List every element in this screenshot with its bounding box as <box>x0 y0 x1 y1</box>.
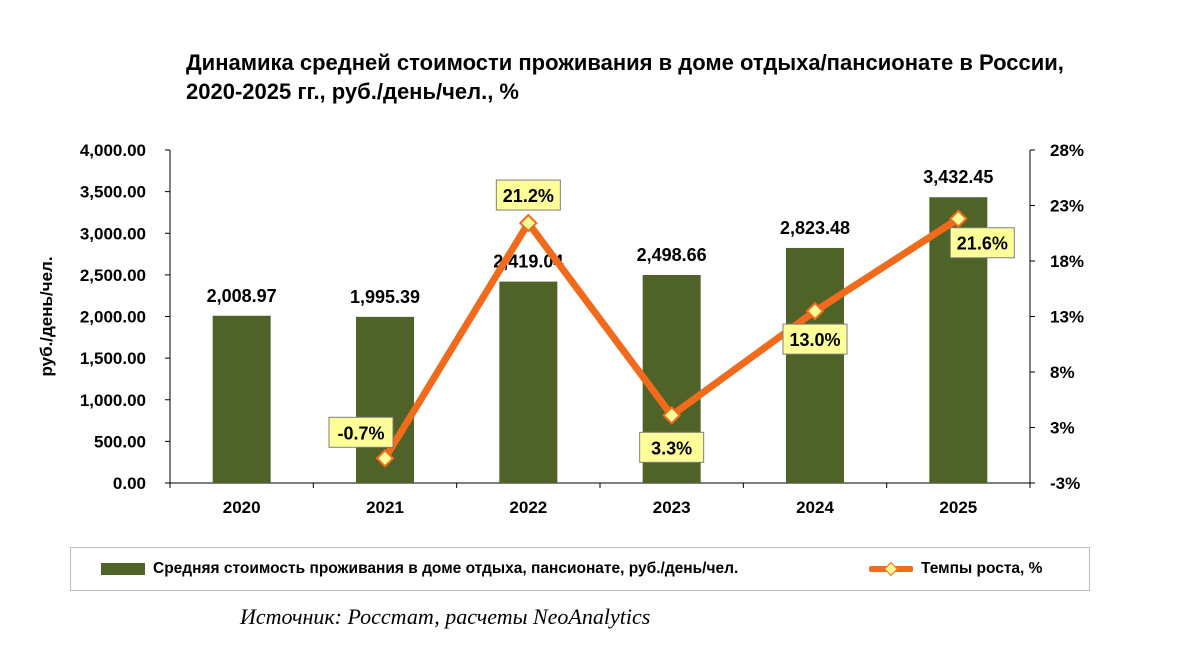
line-data-label-box <box>328 416 394 448</box>
legend-bar-label: Средняя стоимость проживания в доме отды… <box>153 560 739 577</box>
legend: Средняя стоимость проживания в доме отды… <box>70 547 1090 591</box>
legend-line-swatch <box>869 561 913 577</box>
bar <box>786 247 844 483</box>
line-point <box>518 213 538 233</box>
y2-tick-label: 13% <box>1050 308 1084 327</box>
chart-title: Динамика средней стоимости проживания в … <box>186 50 1064 104</box>
y2-tick-label: 8% <box>1050 363 1075 382</box>
y2-tick-label: 3% <box>1050 419 1075 438</box>
bar-data-label: 2,498.66 <box>637 245 707 265</box>
line-data-label: 3.3% <box>651 438 692 458</box>
line-data-label-box <box>949 227 1015 259</box>
y2-tick-label: 23% <box>1050 197 1084 216</box>
line-data-label: 21.2% <box>503 186 554 206</box>
y2-tick-label: 28% <box>1050 141 1084 160</box>
y-tick-label: 1,000.00 <box>80 391 146 410</box>
line-point <box>948 209 968 229</box>
source-note: Источник: Росстат, расчеты NeoAnalytics <box>240 604 651 629</box>
bar <box>499 281 558 483</box>
line-data-label: 13.0% <box>789 330 840 350</box>
chart-plot: 0.00 500.00 1,000.00 1,500.00 2,000.00 2,500.… <box>37 141 1084 517</box>
line-point <box>375 448 395 468</box>
x-tick-label: 2020 <box>223 498 261 517</box>
y-tick-label: 500.00 <box>94 432 146 451</box>
y2-tick-label: 18% <box>1050 252 1084 271</box>
y-tick-label: 1,500.00 <box>80 349 146 368</box>
bar-data-label: 1,995.39 <box>350 287 420 307</box>
bar-data-label: 2,823.48 <box>780 218 850 238</box>
bar-data-label: 3,432.45 <box>923 167 993 187</box>
line-data-label: 21.6% <box>957 234 1008 254</box>
line-data-label-box <box>495 179 561 211</box>
line-data-label-box <box>639 431 705 463</box>
legend-bar-swatch <box>101 563 145 575</box>
y2-tick-label: -3% <box>1050 474 1080 493</box>
line-point <box>805 301 825 321</box>
x-tick-label: 2021 <box>366 498 404 517</box>
legend-item-bars: Средняя стоимость проживания в доме отды… <box>101 548 738 590</box>
bar <box>212 315 271 483</box>
y-tick-label: 3,500.00 <box>80 183 146 202</box>
legend-item-line: Темпы роста, % <box>869 548 1042 590</box>
y-axis-label: руб./день/чел. <box>37 256 56 376</box>
line-data-label: -0.7% <box>337 423 384 443</box>
x-tick-label: 2024 <box>796 498 834 517</box>
legend-line-label: Темпы роста, % <box>921 560 1043 577</box>
x-tick-label: 2022 <box>509 498 547 517</box>
y-tick-label: 2,000.00 <box>80 308 146 327</box>
line-data-label-box <box>782 323 848 355</box>
y-tick-label: 0.00 <box>113 474 146 493</box>
y-tick-label: 3,000.00 <box>80 224 146 243</box>
bar-data-label: 2,008.97 <box>207 286 277 306</box>
x-tick-label: 2025 <box>939 498 977 517</box>
y-tick-label: 4,000.00 <box>80 141 146 160</box>
y-tick-label: 2,500.00 <box>80 266 146 285</box>
line-point <box>662 405 682 425</box>
x-tick-label: 2023 <box>653 498 691 517</box>
